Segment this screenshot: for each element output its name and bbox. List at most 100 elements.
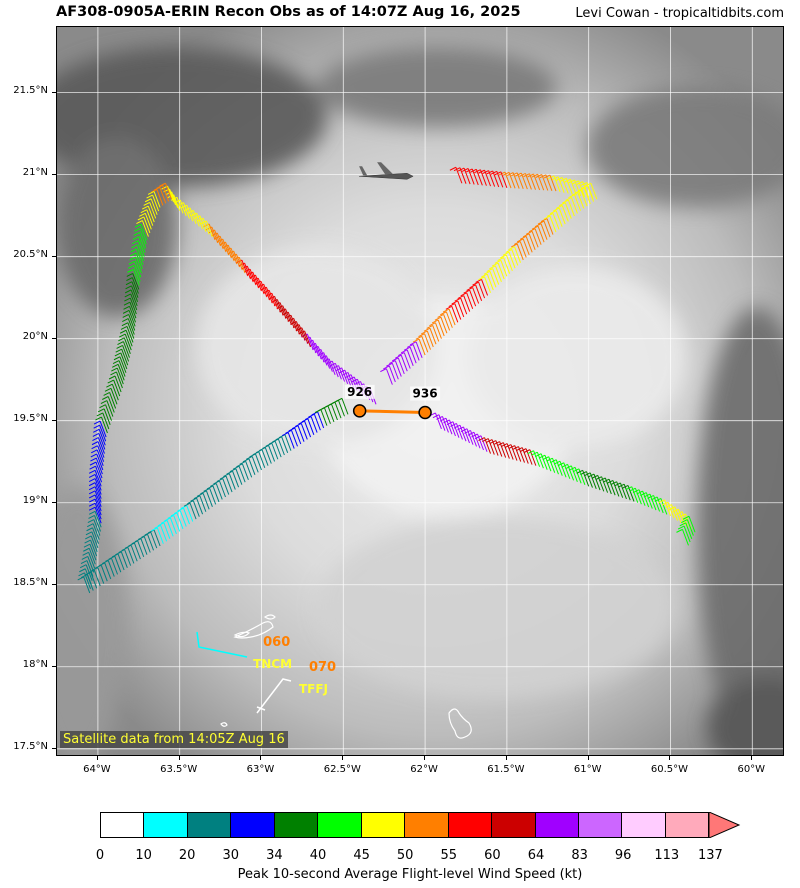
wind-barb — [543, 220, 551, 238]
map-canvas[interactable]: 926 936 060 TNCM 070 TFFJ — [56, 26, 784, 756]
wind-barb-flag — [177, 202, 184, 207]
wind-barb — [146, 209, 154, 226]
wind-barb-flag — [486, 268, 493, 272]
wind-barb — [463, 295, 471, 312]
wind-barb-flag — [113, 356, 121, 361]
wind-barb — [249, 268, 257, 286]
wind-barb-flag — [568, 194, 575, 199]
wind-barb — [97, 445, 105, 462]
wind-barb — [216, 232, 224, 250]
wind-barb-flag — [91, 445, 98, 450]
wind-barb-flag — [229, 468, 237, 473]
wind-barb-flag — [502, 251, 510, 256]
wind-barb-flag — [112, 360, 120, 364]
wind-barb — [257, 277, 265, 295]
wind-barb — [578, 180, 586, 197]
wind-barb-flag — [88, 490, 96, 495]
wind-barb — [245, 461, 253, 478]
lat-tick-mark — [52, 255, 56, 257]
wind-barb — [186, 505, 194, 522]
wind-barb — [290, 314, 298, 332]
wind-barb — [678, 509, 685, 526]
wind-barb-flag — [494, 259, 502, 264]
wind-barb-flag — [122, 314, 129, 318]
wind-barb-flag — [196, 492, 204, 497]
wind-barb — [98, 429, 106, 446]
wind-barb — [500, 171, 508, 188]
wind-barb-flag — [190, 497, 197, 502]
wind-barb — [328, 358, 336, 375]
wind-barb-flag — [308, 413, 315, 418]
wind-barb — [440, 317, 448, 334]
wind-barb — [173, 194, 181, 211]
lat-tick-label: 20.5°N — [13, 248, 48, 260]
wind-barb — [192, 500, 200, 517]
wind-barb-flag — [531, 225, 539, 230]
wind-barb — [244, 262, 252, 280]
wind-barb-flag — [436, 415, 443, 420]
wind-barb — [99, 425, 107, 442]
wind-barb — [580, 189, 588, 207]
wind-barb — [306, 333, 314, 351]
wind-barb — [152, 194, 160, 212]
wind-barb-flag — [636, 490, 643, 495]
wind-barb — [139, 232, 147, 249]
wind-barb-flag — [543, 215, 551, 220]
wind-barb — [455, 167, 463, 184]
wind-barb — [196, 498, 204, 515]
wind-barb — [503, 257, 511, 274]
wind-barb-flag — [99, 404, 106, 409]
wind-barb — [94, 474, 102, 491]
wind-barb — [183, 202, 190, 219]
wind-barb — [334, 363, 342, 380]
wind-barb — [100, 565, 108, 582]
wind-barb-flag — [125, 285, 132, 290]
colorbar-tick-label: 45 — [353, 848, 370, 863]
wind-barb-flag — [534, 453, 542, 458]
wind-barb-flag — [124, 297, 131, 302]
wind-barb-flag — [625, 486, 632, 491]
wind-barb-flag — [102, 396, 109, 400]
wind-barb — [264, 447, 272, 464]
wind-barb — [415, 341, 423, 358]
wind-barb-flag — [449, 166, 457, 171]
wind-barb — [228, 473, 236, 490]
wind-barb — [298, 324, 306, 341]
wind-barb — [317, 346, 325, 363]
wind-barb — [139, 228, 147, 245]
lon-tick-label: 62.5°W — [323, 764, 361, 775]
wind-barb-flag — [599, 477, 606, 482]
wind-barb — [132, 273, 140, 290]
lat-tick-mark — [52, 419, 56, 421]
map-overlay: 926 936 060 TNCM 070 TFFJ — [196, 162, 441, 714]
wind-barb-flag — [93, 428, 100, 433]
wind-barb-flag — [154, 524, 161, 529]
wind-barb — [92, 523, 100, 540]
wind-barb — [683, 525, 691, 543]
wind-barb — [103, 408, 111, 425]
wind-barb — [569, 178, 577, 196]
wind-barb — [300, 423, 308, 440]
lon-tick-mark — [178, 756, 180, 760]
wind-barb — [524, 173, 532, 190]
wind-barb — [150, 198, 158, 215]
wind-barb-flag — [132, 240, 139, 245]
wind-barb — [255, 453, 262, 471]
wind-barb — [92, 527, 100, 544]
wind-barb — [469, 289, 477, 307]
wind-barb — [459, 167, 467, 184]
wind-barb — [478, 281, 486, 299]
wind-barb — [460, 298, 468, 315]
wind-barb — [90, 572, 98, 589]
wind-barb-flag — [481, 273, 488, 278]
colorbar-segment — [101, 813, 145, 837]
wind-barb-flag — [489, 265, 496, 270]
wind-barb-flag — [288, 427, 295, 432]
wind-barb — [426, 330, 434, 348]
wind-barb-flag — [95, 416, 102, 421]
wind-barb-flag — [527, 450, 534, 455]
wind-barb — [553, 175, 561, 193]
wind-barb-flag — [90, 453, 98, 458]
wind-barb — [110, 388, 118, 405]
wind-barb — [219, 235, 227, 253]
